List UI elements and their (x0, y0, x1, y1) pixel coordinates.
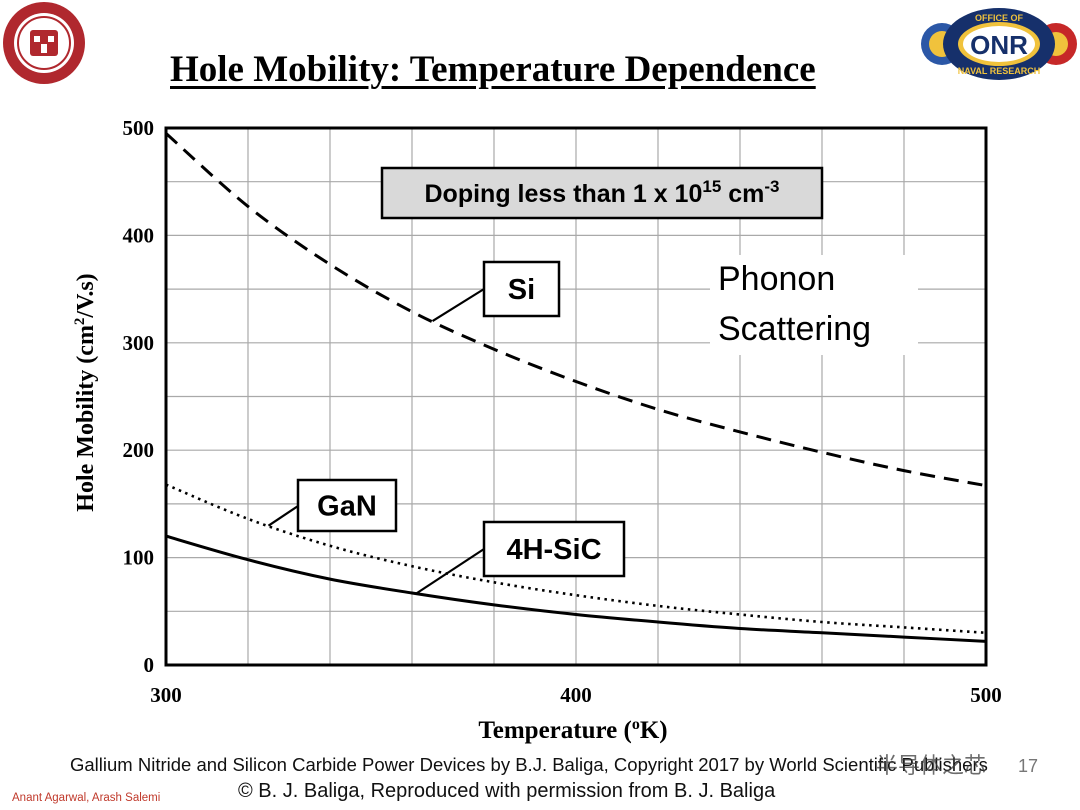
callout-label-si: Si (508, 274, 535, 306)
series-line-4h-sic (165, 534, 987, 643)
copyright-notice: © B. J. Baliga, Reproduced with permissi… (238, 780, 776, 802)
y-tick-label: 0 (144, 653, 155, 677)
callout-box-gan (296, 478, 398, 533)
phonon-annotation-text: Phonon (718, 260, 835, 298)
callout-box-si (482, 260, 561, 318)
slide-title: Hole Mobility: Temperature Dependence (170, 49, 816, 90)
watermark-text: 半导体之芯 (876, 754, 987, 779)
y-tick-label: 400 (123, 223, 155, 247)
phonon-annotation-text: Scattering (718, 310, 871, 348)
doping-annotation-box (380, 166, 824, 220)
doping-annotation-text: Doping less than 1 x 1015 cm-3 (425, 177, 780, 208)
y-tick-label: 500 (123, 116, 155, 140)
callout-label-4h-sic: 4H-SiC (506, 534, 601, 566)
callout-leader-si (431, 288, 485, 322)
author-names: Anant Agarwal, Arash Salemi (12, 792, 161, 804)
x-axis-label: Temperature (oK) (478, 716, 667, 744)
series-line-si (165, 132, 987, 488)
callout-leader-gan (267, 505, 299, 527)
y-axis-label: Hole Mobility (cm2/V.s) (72, 273, 99, 511)
y-tick-label: 300 (123, 331, 155, 355)
phonon-annotation-background (710, 255, 918, 355)
callout-box-4h-sic (482, 520, 626, 578)
plot-frame (164, 126, 988, 667)
page-number: 17 (1018, 756, 1039, 776)
onr-logo-top-text: OFFICE OF (975, 13, 1023, 23)
callout-label-gan: GaN (317, 491, 377, 523)
x-tick-label: 500 (970, 683, 1002, 707)
y-tick-label: 200 (123, 438, 155, 462)
onr-logo-center-text: ONR (970, 30, 1028, 60)
series-line-gan (165, 483, 987, 635)
callout-leader-4h-sic (415, 548, 485, 595)
source-citation: Gallium Nitride and Silicon Carbide Powe… (70, 754, 988, 775)
ohio-state-seal-logo (3, 2, 85, 84)
onr-logo: OFFICE OF NAVAL RESEARCH ONR (921, 8, 1077, 80)
x-tick-label: 400 (560, 683, 592, 707)
y-tick-label: 100 (123, 546, 155, 570)
x-tick-label: 300 (150, 683, 182, 707)
onr-logo-bottom-text: NAVAL RESEARCH (958, 66, 1041, 76)
